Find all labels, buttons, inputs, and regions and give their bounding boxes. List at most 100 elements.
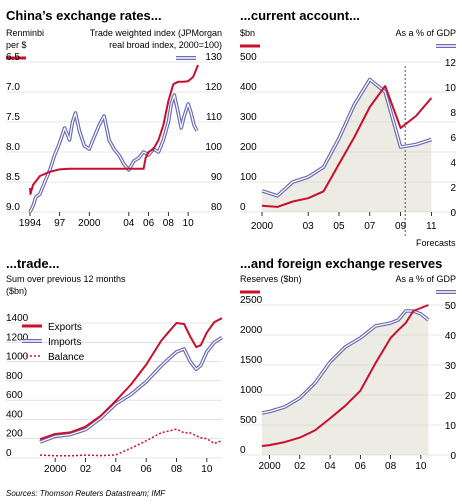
panel-1-x-tick: 2000 <box>78 218 101 229</box>
panel-3-left-tick: 0 <box>6 448 12 459</box>
panel-1-title: China’s exchange rates... <box>6 8 162 23</box>
legend-exports-label: Exports <box>48 322 82 333</box>
panel-1-right-tick: 130 <box>205 52 222 63</box>
panel-3-x-tick: 2000 <box>44 464 67 475</box>
panel-1-left-tick: 8.5 <box>6 172 20 183</box>
panel-2-x-tick: 09 <box>395 221 407 232</box>
panel-4-title: ...and foreign exchange reserves <box>240 256 442 271</box>
legend-balance-label: Balance <box>48 352 85 363</box>
panel-4-right-tick: 20 <box>445 391 457 402</box>
panel-1-right-tick: 120 <box>205 82 222 93</box>
panel-3-x-tick: 06 <box>141 464 153 475</box>
panel-4-x-tick: 04 <box>325 461 337 472</box>
panel-2-left-tick: 100 <box>240 172 257 183</box>
panel-1-right-tick: 90 <box>211 172 223 183</box>
panel-2-right-tick: 10 <box>445 83 457 94</box>
panel-3-left-tick: 200 <box>6 429 23 440</box>
trade-weighted-index-line-inner <box>29 94 198 213</box>
panel-4-right-label: As a % of GDP <box>395 274 456 284</box>
panel-2-right-tick: 0 <box>450 208 456 219</box>
panel-2-left-tick: 500 <box>240 52 257 63</box>
reserves-usd-line <box>261 304 429 447</box>
panel-4-left-tick: 2000 <box>240 325 263 336</box>
panel-2-left-tick: 300 <box>240 112 257 123</box>
panel-4-left-tick: 500 <box>240 415 257 426</box>
panel-1-x-tick: 08 <box>163 218 175 229</box>
panel-2-x-tick: 07 <box>364 221 376 232</box>
panel-2-left-tick: 400 <box>240 82 257 93</box>
panel-3-left-tick: 1200 <box>6 332 29 343</box>
panel-1-x-tick: 04 <box>123 218 135 229</box>
panel-1-left-tick: 6.5 <box>6 52 20 63</box>
panel-2-title: ...current account... <box>240 8 360 23</box>
panel-1-right-label-2: real broad index, 2000=100) <box>109 40 222 50</box>
panel-3-x-tick: 02 <box>80 464 92 475</box>
panel-current-account: ...current account... $bn As a % of GDP … <box>240 8 456 248</box>
panel-1-x-tick: 1994 <box>19 218 42 229</box>
panel-4-right-tick: 10 <box>445 421 457 432</box>
panel-4-x-tick: 02 <box>294 461 306 472</box>
panel-2-forecast-label: Forecasts <box>416 238 456 248</box>
panel-2-x-tick: 11 <box>426 221 437 232</box>
panel-4-right-tick: 30 <box>445 361 457 372</box>
panel-1-left-tick: 7.0 <box>6 82 20 93</box>
panel-trade: ...trade... Sum over previous 12 months … <box>6 256 223 475</box>
panel-1-left-label-1: Renminbi <box>6 28 44 38</box>
panel-4-right-tick: 50 <box>445 301 457 312</box>
panel-exchange-rates: China’s exchange rates... Renminbi per $… <box>6 8 222 229</box>
imports-line-inner <box>39 336 223 443</box>
panel-2-left-tick: 200 <box>240 142 257 153</box>
panel-2-right-tick: 8 <box>450 108 456 119</box>
panel-4-left-tick: 2500 <box>240 295 263 306</box>
panel-2-left-label: $bn <box>240 28 255 38</box>
renminbi-per-dollar-line <box>29 64 199 195</box>
current-account-usd-line <box>261 85 433 208</box>
panel-3-subtitle-2: ($bn) <box>6 286 27 296</box>
panel-1-right-tick: 110 <box>206 112 222 123</box>
panel-1-x-tick: 97 <box>54 218 66 229</box>
panel-3-left-tick: 1400 <box>6 313 29 324</box>
panel-1-x-tick: 06 <box>143 218 155 229</box>
panel-2-right-tick: 12 <box>445 58 457 69</box>
panel-3-x-tick: 04 <box>110 464 122 475</box>
balance-line <box>39 428 223 457</box>
panel-4-left-tick: 0 <box>240 445 246 456</box>
panel-1-right-tick: 100 <box>205 142 222 153</box>
panel-3-left-tick: 800 <box>6 371 23 382</box>
panel-reserves: ...and foreign exchange reserves Reserve… <box>240 256 456 472</box>
panel-3-left-tick: 400 <box>6 409 23 420</box>
panel-4-left-label: Reserves ($bn) <box>240 274 302 284</box>
panel-3-title: ...trade... <box>6 256 59 271</box>
panel-3-x-tick: 08 <box>171 464 183 475</box>
panel-2-x-tick: 2000 <box>251 221 274 232</box>
panel-2-right-tick: 6 <box>450 133 456 144</box>
panel-4-right-tick: 0 <box>450 451 456 462</box>
panel-1-left-tick: 9.0 <box>6 202 20 213</box>
panel-4-left-tick: 1500 <box>240 355 263 366</box>
panel-1-left-tick: 8.0 <box>6 142 20 153</box>
panel-2-left-tick: 0 <box>240 202 246 213</box>
panel-1-left-label-2: per $ <box>6 40 27 50</box>
panel-1-right-label-1: Trade weighted index (JPMorgan <box>90 28 222 38</box>
panel-1-right-tick: 80 <box>211 202 223 213</box>
panel-2-right-tick: 2 <box>450 183 456 194</box>
legend-imports-label: Imports <box>48 337 81 348</box>
panel-1-x-tick: 10 <box>183 218 195 229</box>
panel-4-left-tick: 1000 <box>240 385 263 396</box>
panel-3-x-tick: 10 <box>201 464 213 475</box>
panel-4-x-tick: 08 <box>385 461 397 472</box>
panel-4-x-tick: 2000 <box>258 461 281 472</box>
panel-3-subtitle-1: Sum over previous 12 months <box>6 274 126 284</box>
panel-3-left-tick: 600 <box>6 390 23 401</box>
panel-4-x-tick: 10 <box>415 461 427 472</box>
panel-4-x-tick: 06 <box>355 461 367 472</box>
panel-3-left-tick: 1000 <box>6 352 29 363</box>
current-account-gdp-line-inner <box>261 78 432 197</box>
panel-3-legend: Exports Imports Balance <box>22 322 85 363</box>
panel-2-x-tick: 05 <box>333 221 345 232</box>
panel-2-right-tick: 4 <box>450 158 456 169</box>
panel-1-left-tick: 7.5 <box>6 112 20 123</box>
panel-2-x-tick: 03 <box>303 221 315 232</box>
reserves-gdp-area <box>262 311 429 455</box>
